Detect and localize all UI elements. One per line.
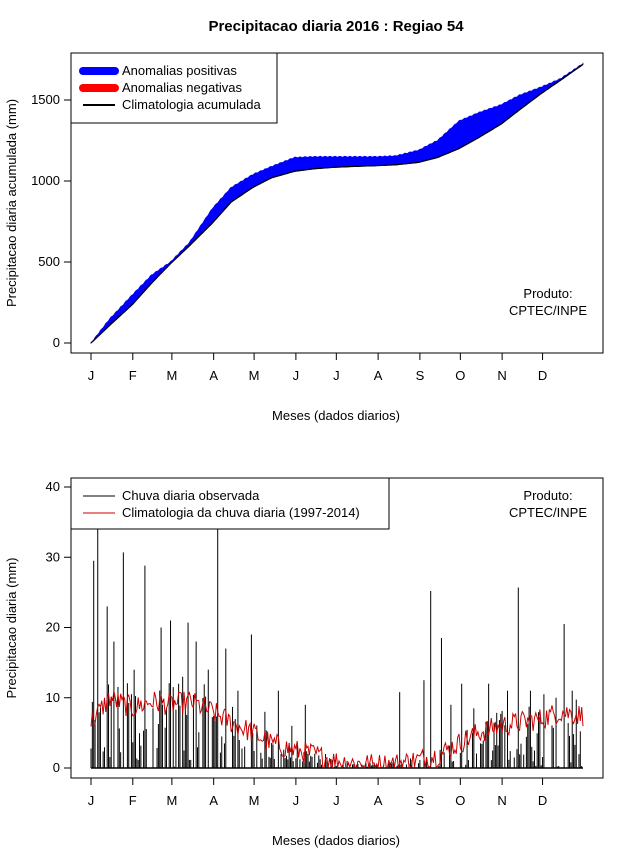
x-tick-label: N [497,793,506,808]
daily-climatology-line [90,690,584,770]
x-tick-label: O [455,368,465,383]
product-label: Produto: [523,286,572,301]
y-tick-label: 10 [46,690,60,705]
x-tick-label: M [249,793,260,808]
top-y-label: Precipitacao diaria acumulada (mm) [4,99,19,307]
top-x-label: Meses (dados diarios) [272,408,400,423]
x-tick-label: S [416,793,425,808]
y-tick-label: 30 [46,549,60,564]
y-tick-label: 20 [46,620,60,635]
product-source: CPTEC/INPE [509,303,587,318]
x-tick-label: A [209,368,218,383]
x-tick-label: J [293,793,300,808]
top-y-axis: 0 500 1000 1500 [31,92,71,350]
daily-observed-bars [90,501,583,769]
chart-title: Precipitacao diaria 2016 : Regiao 54 [208,18,464,35]
y-tick-label: 0 [53,335,60,350]
x-tick-label: D [538,793,547,808]
x-tick-label: M [249,368,260,383]
bottom-x-label: Meses (dados diarios) [272,833,400,848]
x-tick-label: A [374,368,383,383]
x-tick-label: N [497,368,506,383]
x-tick-label: J [88,368,95,383]
x-tick-label: J [333,368,340,383]
x-tick-label: S [416,368,425,383]
y-tick-label: 1000 [31,173,60,188]
bottom-legend: Chuva diaria observada Climatologia da c… [70,477,390,530]
x-tick-label: M [166,793,177,808]
legend-climatology: Climatologia acumulada [122,97,262,112]
x-tick-label: D [538,368,547,383]
cumulative-anomaly-area [90,62,584,344]
x-tick-label: J [293,368,300,383]
x-tick-label: A [209,793,218,808]
top-legend: Anomalias positivas Anomalias negativas … [70,52,278,124]
legend-observed: Chuva diaria observada [122,488,260,503]
x-tick-label: M [166,368,177,383]
bottom-legend-box [70,477,390,530]
cumulative-climatology-line [90,63,584,344]
legend-positive: Anomalias positivas [122,63,237,78]
x-tick-label: O [455,793,465,808]
legend-clim: Climatologia da chuva diaria (1997-2014) [122,505,360,520]
bottom-y-label: Precipitacao diaria (mm) [4,558,19,699]
product-label-2: Produto: [523,488,572,503]
x-tick-label: A [374,793,383,808]
y-tick-label: 0 [53,760,60,775]
cumulative-panel: 0 500 1000 1500 J F M A M J J A S O N D Meses (dados d… [4,52,604,423]
x-tick-label: F [129,368,137,383]
x-tick-label: J [88,793,95,808]
product-source-2: CPTEC/INPE [509,505,587,520]
daily-climatology-line [90,690,584,770]
y-tick-label: 40 [46,479,60,494]
daily-panel: 0 10 20 30 40 J F M A M J J A S O N D Meses (dados diar… [4,477,604,848]
x-tick-label: F [129,793,137,808]
bottom-y-axis: 0 10 20 30 40 [46,479,71,775]
y-tick-label: 500 [38,254,60,269]
top-plot-frame [70,52,604,354]
legend-negative: Anomalias negativas [122,80,242,95]
x-tick-label: J [333,793,340,808]
y-tick-label: 1500 [31,92,60,107]
